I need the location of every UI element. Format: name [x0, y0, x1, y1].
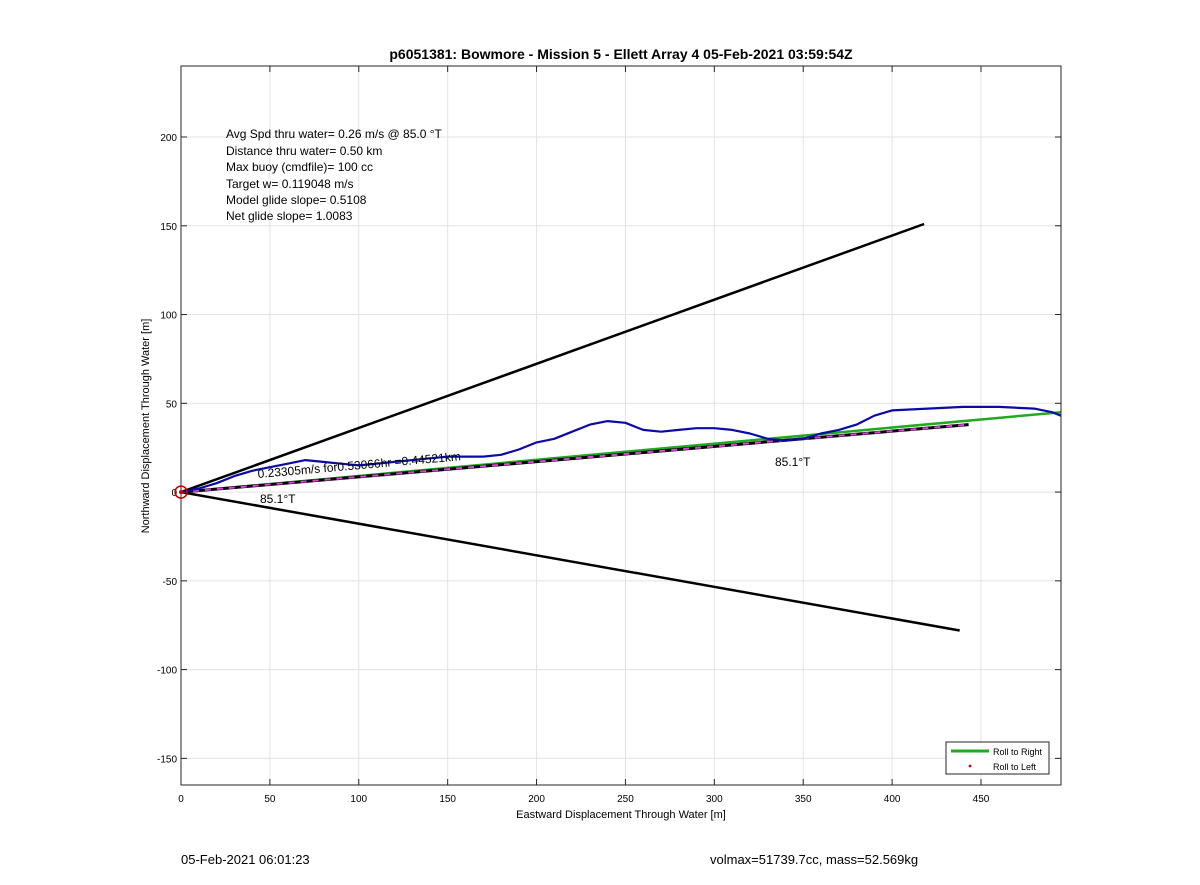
stats-line-target-w: Target w= 0.119048 m/s — [226, 177, 354, 191]
chart-title: p6051381: Bowmore - Mission 5 - Ellett A… — [389, 46, 853, 62]
y-axis-label: Northward Displacement Through Water [m] — [140, 319, 152, 534]
start-marker-dot — [179, 490, 183, 495]
series-bound-line — [181, 490, 960, 632]
footer-mass-info: volmax=51739.7cc, mass=52.569kg — [710, 852, 919, 867]
stats-line-avg-speed: Avg Spd thru water= 0.26 m/s @ 85.0 °T — [226, 127, 443, 141]
series-track-line — [181, 405, 1061, 494]
x-tick-label: 250 — [617, 794, 634, 805]
x-tick-label: 350 — [795, 794, 812, 805]
x-tick-label: 150 — [439, 794, 456, 805]
x-axis-label: Eastward Displacement Through Water [m] — [516, 809, 726, 821]
grid-lines — [180, 66, 1061, 785]
series-bound-line — [181, 222, 925, 494]
x-tick-label: 100 — [350, 794, 367, 805]
start-marker-circle — [174, 485, 188, 499]
x-tick-label: 400 — [884, 794, 901, 805]
x-tick-label: 200 — [528, 794, 545, 805]
x-tick-label: 50 — [264, 794, 276, 805]
y-tick-label: -100 — [157, 666, 177, 677]
series-layer — [181, 222, 1061, 632]
y-tick-label: 150 — [160, 222, 177, 233]
y-tick-label: 100 — [160, 311, 177, 322]
y-tick-label: 200 — [160, 133, 177, 144]
legend-swatch-roll-left — [968, 764, 972, 768]
stats-line-model-glide: Model glide slope= 0.5108 — [226, 193, 367, 207]
stats-line-distance: Distance thru water= 0.50 km — [226, 144, 382, 158]
axis-ticks: 0 50 100 150 200 250 300 350 400 450-150-100-5005… — [157, 66, 1061, 805]
legend-label-roll-left: Roll to Left — [993, 762, 1037, 772]
heading-annotation-left: 85.1°T — [260, 492, 296, 506]
x-tick-label: 450 — [973, 794, 990, 805]
stats-block: Avg Spd thru water= 0.26 m/s @ 85.0 °T D… — [226, 127, 443, 223]
y-tick-label: -150 — [157, 754, 177, 765]
x-tick-label: 0 — [178, 794, 184, 805]
y-tick-label: -50 — [163, 577, 178, 588]
stats-line-net-glide: Net glide slope= 1.0083 — [226, 209, 353, 223]
stats-line-max-buoy: Max buoy (cmdfile)= 100 cc — [226, 160, 373, 174]
legend-label-roll-right: Roll to Right — [993, 747, 1043, 757]
legend-box — [945, 741, 1050, 775]
heading-annotation-right: 85.1°T — [775, 455, 811, 469]
footer-timestamp: 05-Feb-2021 06:01:23 — [181, 852, 310, 867]
y-tick-label: 50 — [166, 399, 178, 410]
plot-frame — [180, 65, 1062, 786]
x-tick-label: 300 — [706, 794, 723, 805]
series-net-heading-line — [181, 423, 969, 494]
legend: Roll to Right Roll to Left — [945, 741, 1050, 775]
